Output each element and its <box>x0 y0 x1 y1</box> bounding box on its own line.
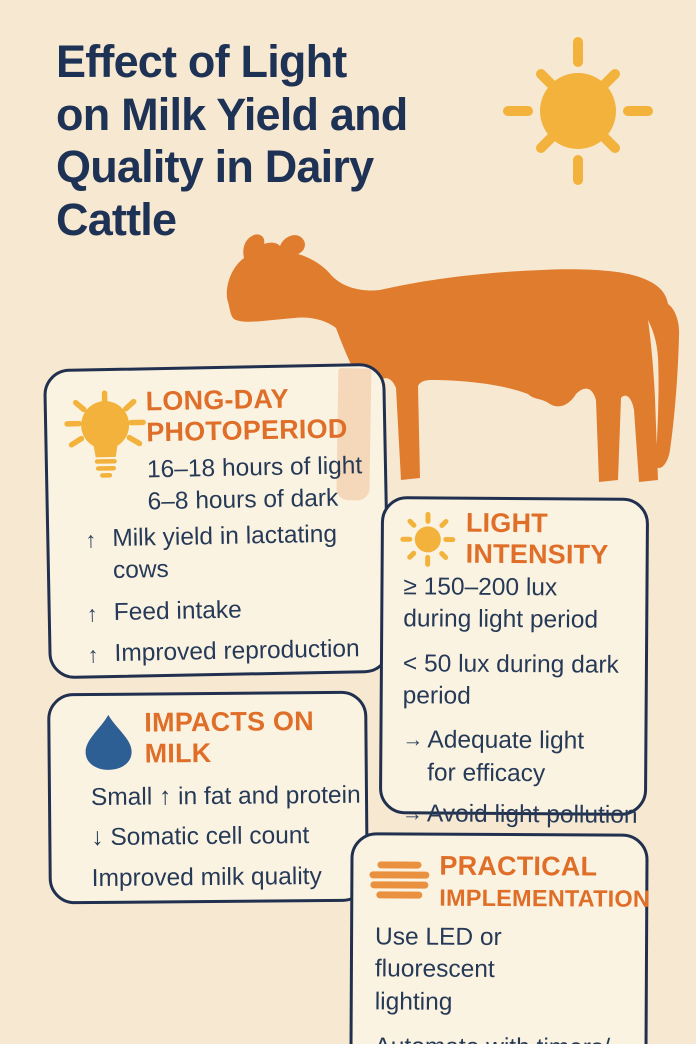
sun-icon <box>503 37 653 185</box>
lux-dark-period-text: < 50 lux during dark period <box>402 649 619 710</box>
card-impacts-on-milk: IMPACTS ON MILK Small ↑ in fat and prote… <box>47 690 369 905</box>
automate-timers-text: Automate with timers/ sensors <box>374 1031 626 1044</box>
list-item-text: Feed intake <box>113 596 242 626</box>
list-item-text: Milk yield in lactating cows <box>112 520 338 585</box>
card-heading: LONG-DAY PHOTOPERIOD <box>145 383 348 448</box>
milk-impacts-body: Small ↑ in fat and protein ↓ Somatic cel… <box>91 780 362 903</box>
list-item-text: Adequate light for efficacy <box>427 726 585 787</box>
led-fluorescent-text: Use LED or fluorescent lighting <box>374 923 502 1016</box>
up-arrow-icon: ↑ <box>85 527 97 553</box>
fat-protein-text: Small ↑ in fat and protein <box>90 781 361 812</box>
list-item: ↑ Milk yield in lactating cows <box>85 518 378 588</box>
list-item-text: Improved reproduction <box>114 635 360 667</box>
sun-icon <box>400 511 456 567</box>
card-practical-implementation: PRACTICAL IMPLEMENTATION Use LED or fluo… <box>349 832 650 1044</box>
list-item: → Adequate light for efficacy <box>402 725 638 791</box>
card-heading: IMPACTS ON MILK <box>144 706 314 769</box>
card-heading: PRACTICAL IMPLEMENTATION <box>439 850 651 912</box>
list-item: → Avoid light pollution <box>402 798 638 832</box>
right-arrow-icon: → <box>401 802 423 826</box>
lightbulb-icon <box>64 390 146 478</box>
photoperiod-benefits-list: ↑ Milk yield in lactating cows ↑ Feed in… <box>85 518 380 680</box>
photoperiod-hours-text: 16–18 hours of light 6–8 hours of dark <box>146 452 363 516</box>
card-long-day-photoperiod: LONG-DAY PHOTOPERIOD 16–18 hours of ligh… <box>43 362 391 680</box>
right-arrow-icon: → <box>402 728 424 752</box>
list-item: ↑ Improved reproduction <box>87 633 380 671</box>
implementation-body: Use LED or fluorescent lighting Automate… <box>374 921 627 1044</box>
stacked-lines-icon <box>369 861 430 899</box>
light-intensity-body: ≥ 150–200 lux during light period < 50 l… <box>402 571 640 841</box>
up-arrow-icon: ↑ <box>87 642 99 668</box>
list-item: ↑ Feed intake <box>86 592 379 630</box>
up-arrow-icon: ↑ <box>86 600 98 627</box>
cow-silhouette-illustration <box>226 234 680 482</box>
light-intensity-notes-list: → Adequate light for efficacy → Avoid li… <box>402 725 639 833</box>
card-heading: LIGHT INTENSITY <box>465 507 609 570</box>
water-drop-icon <box>85 714 132 770</box>
list-item-text: Avoid light pollution <box>426 800 638 829</box>
page-title: Effect of Light on Milk Yield and Qualit… <box>56 36 408 245</box>
somatic-cell-text: ↓ Somatic cell count <box>91 822 310 852</box>
milk-quality-text: Improved milk quality <box>91 862 322 892</box>
lux-light-period-text: ≥ 150–200 lux during light period <box>403 573 599 634</box>
card-light-intensity: LIGHT INTENSITY ≥ 150–200 lux during lig… <box>378 496 650 829</box>
